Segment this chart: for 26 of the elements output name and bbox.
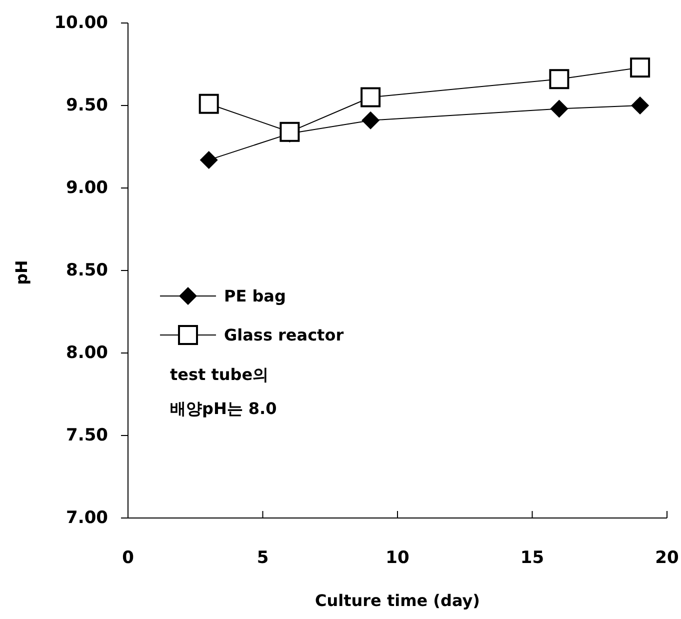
point — [630, 58, 650, 78]
point — [631, 96, 650, 114]
point — [360, 87, 381, 108]
point — [549, 69, 570, 90]
y-tick-label: 8.50 — [66, 260, 108, 280]
annotation: test tube의 배양pH는 8.0 — [170, 365, 277, 418]
point — [200, 150, 218, 169]
y-tick-label: 10.00 — [54, 13, 108, 33]
legend-label: PE bag — [224, 286, 286, 306]
y-tick-label: 9.00 — [66, 178, 108, 198]
x-axis-title: Culture time (day) — [314, 591, 480, 610]
y-axis-title: pH — [12, 260, 31, 285]
x-tick-label: 5 — [256, 548, 269, 568]
y-tick-label: 7.00 — [66, 508, 108, 528]
x-tick-label: 20 — [655, 548, 679, 568]
x-tick-label: 10 — [386, 548, 410, 568]
y-tick-label: 9.50 — [66, 96, 108, 116]
x-tick-label: 0 — [122, 548, 134, 568]
point — [198, 94, 219, 114]
legend-label: Glass reactor — [224, 326, 344, 344]
point — [362, 111, 380, 130]
y-tick-label: 7.50 — [66, 426, 108, 446]
x-tick-label: 15 — [520, 548, 544, 568]
point — [550, 100, 568, 118]
y-tick-label: 8.00 — [66, 343, 108, 363]
point — [280, 122, 300, 142]
